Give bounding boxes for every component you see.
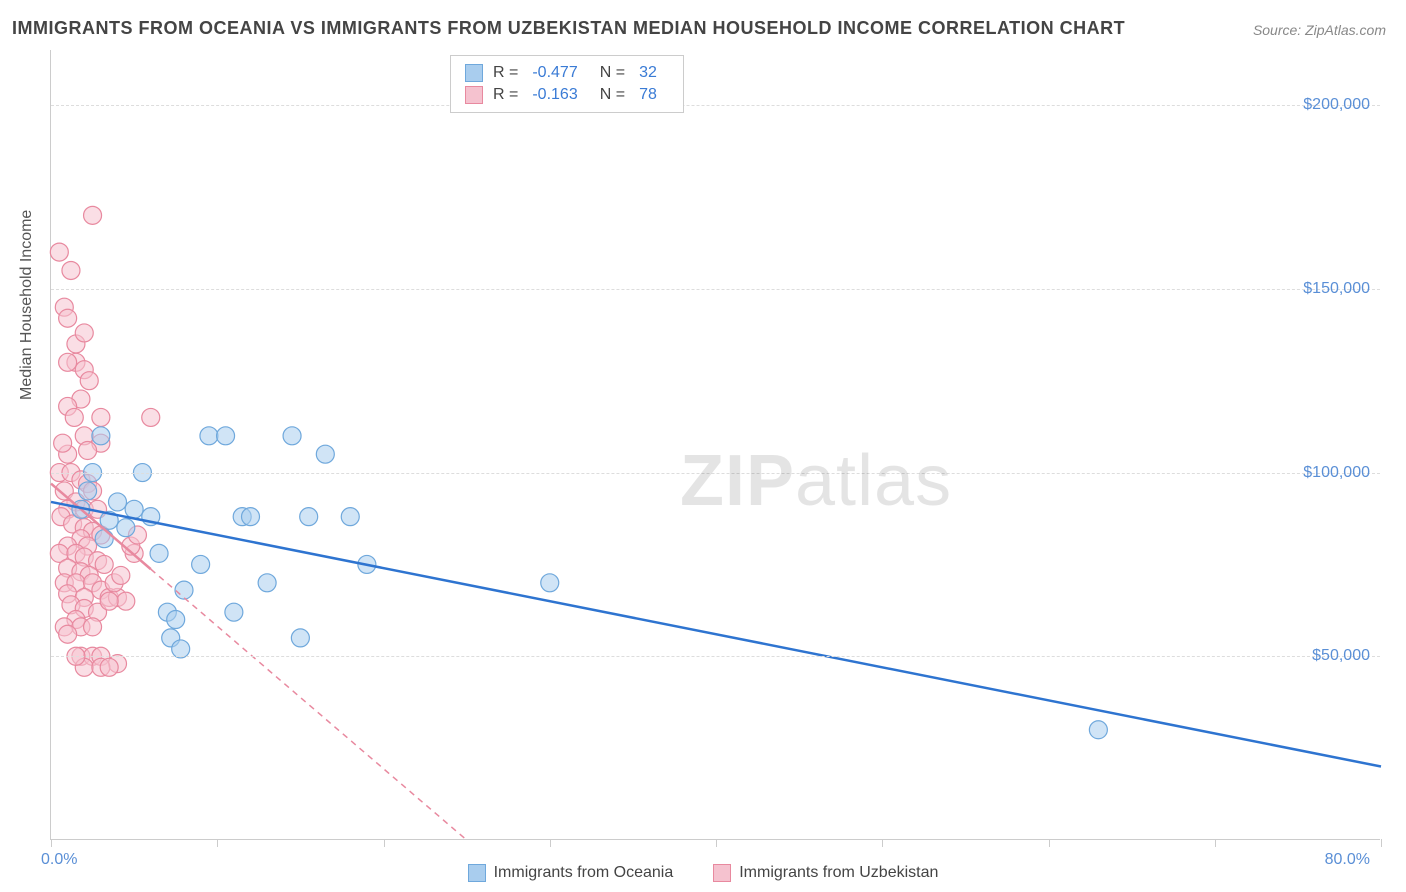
data-point-uzbekistan [142, 408, 160, 426]
gridline [51, 656, 1380, 657]
data-point-uzbekistan [117, 592, 135, 610]
x-tick [550, 839, 551, 847]
data-point-uzbekistan [100, 592, 118, 610]
data-point-oceania [341, 508, 359, 526]
data-point-uzbekistan [112, 566, 130, 584]
data-point-oceania [200, 427, 218, 445]
data-point-oceania [95, 530, 113, 548]
gridline [51, 105, 1380, 106]
regression-line-uzbekistan-dashed [151, 569, 467, 840]
data-point-oceania [258, 574, 276, 592]
data-point-uzbekistan [50, 243, 68, 261]
data-point-uzbekistan [92, 408, 110, 426]
legend-label-uzbekistan: Immigrants from Uzbekistan [739, 864, 938, 882]
data-point-uzbekistan [95, 555, 113, 573]
data-point-oceania [217, 427, 235, 445]
correlation-legend: R =-0.477N =32R =-0.163N =78 [450, 55, 684, 113]
data-point-oceania [172, 640, 190, 658]
data-point-uzbekistan [79, 442, 97, 460]
data-point-uzbekistan [84, 618, 102, 636]
legend-row: R =-0.477N =32 [465, 62, 669, 84]
data-point-oceania [117, 519, 135, 537]
data-point-oceania [291, 629, 309, 647]
swatch-uzbekistan [713, 864, 731, 882]
chart-svg [51, 50, 1380, 839]
x-tick [1381, 839, 1382, 847]
data-point-oceania [225, 603, 243, 621]
y-tick-label: $150,000 [1303, 280, 1370, 298]
data-point-uzbekistan [59, 625, 77, 643]
y-tick-label: $200,000 [1303, 96, 1370, 114]
data-point-oceania [192, 555, 210, 573]
data-point-oceania [92, 427, 110, 445]
data-point-uzbekistan [65, 408, 83, 426]
data-point-oceania [283, 427, 301, 445]
chart-title: IMMIGRANTS FROM OCEANIA VS IMMIGRANTS FR… [12, 18, 1125, 39]
x-tick [51, 839, 52, 847]
x-tick [882, 839, 883, 847]
data-point-uzbekistan [100, 658, 118, 676]
data-point-oceania [316, 445, 334, 463]
data-point-uzbekistan [62, 261, 80, 279]
y-tick-label: $50,000 [1312, 647, 1370, 665]
data-point-oceania [300, 508, 318, 526]
data-point-uzbekistan [80, 372, 98, 390]
data-point-oceania [242, 508, 260, 526]
x-tick [217, 839, 218, 847]
data-point-oceania [150, 544, 168, 562]
legend-label-oceania: Immigrants from Oceania [494, 864, 674, 882]
legend-item-uzbekistan: Immigrants from Uzbekistan [713, 864, 938, 882]
x-tick [384, 839, 385, 847]
x-tick [1215, 839, 1216, 847]
data-point-oceania [1089, 721, 1107, 739]
data-point-uzbekistan [59, 309, 77, 327]
y-tick-label: $100,000 [1303, 464, 1370, 482]
x-tick [716, 839, 717, 847]
data-point-uzbekistan [54, 434, 72, 452]
data-point-oceania [79, 482, 97, 500]
data-point-uzbekistan [59, 353, 77, 371]
data-point-uzbekistan [84, 206, 102, 224]
swatch-icon [465, 64, 483, 82]
data-point-oceania [109, 493, 127, 511]
plot-area: $50,000$100,000$150,000$200,0000.0%80.0% [50, 50, 1380, 840]
data-point-oceania [167, 611, 185, 629]
data-point-oceania [175, 581, 193, 599]
data-point-oceania [541, 574, 559, 592]
swatch-icon [465, 86, 483, 104]
swatch-oceania [468, 864, 486, 882]
data-point-uzbekistan [75, 324, 93, 342]
regression-line-oceania [51, 502, 1381, 767]
gridline [51, 473, 1380, 474]
series-legend: Immigrants from Oceania Immigrants from … [0, 864, 1406, 882]
source-attribution: Source: ZipAtlas.com [1253, 22, 1386, 38]
legend-row: R =-0.163N =78 [465, 84, 669, 106]
x-tick [1049, 839, 1050, 847]
data-point-oceania [125, 500, 143, 518]
legend-item-oceania: Immigrants from Oceania [468, 864, 674, 882]
gridline [51, 289, 1380, 290]
y-axis-title: Median Household Income [18, 210, 36, 400]
